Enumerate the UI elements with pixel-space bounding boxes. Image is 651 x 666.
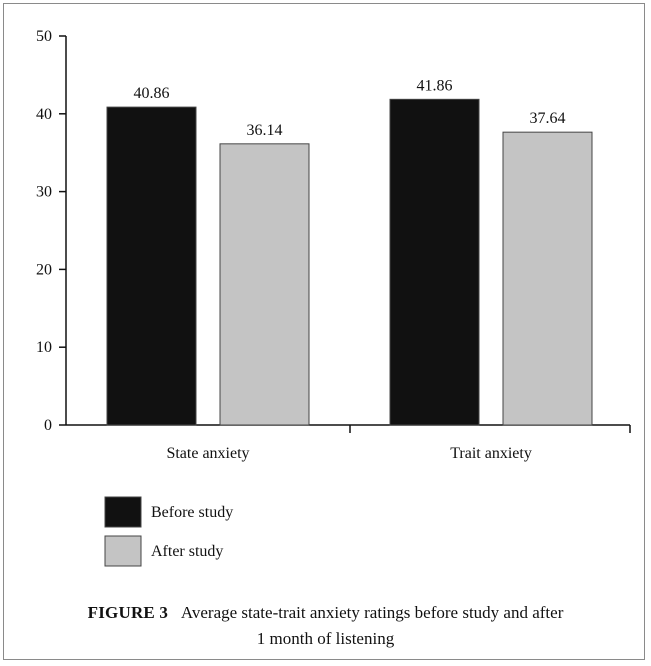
figure-frame: [3, 3, 645, 660]
figure-label: FIGURE 3: [87, 603, 169, 622]
legend-label: After study: [151, 543, 223, 560]
bar-value-label: 37.64: [530, 110, 566, 127]
y-tick-label: 30: [36, 184, 52, 201]
y-tick-label: 0: [44, 417, 52, 434]
bar: [106, 106, 197, 426]
x-category-label: Trait anxiety: [450, 445, 532, 462]
bar-value-label: 41.86: [417, 77, 453, 94]
y-tick-label: 20: [36, 261, 52, 278]
bar: [502, 131, 593, 426]
figure-caption: FIGURE 3 Average state-trait anxiety rat…: [0, 600, 651, 652]
bar: [389, 98, 480, 426]
bar-value-label: 40.86: [134, 85, 170, 102]
y-tick-label: 10: [36, 339, 52, 356]
x-category-label: State anxiety: [166, 445, 249, 462]
y-tick-label: 50: [36, 28, 52, 45]
legend-swatch: [104, 496, 142, 528]
y-tick-label: 40: [36, 106, 52, 123]
bar-value-label: 36.14: [247, 122, 283, 139]
caption-text-line1: Average state-trait anxiety ratings befo…: [180, 603, 564, 622]
bar: [219, 143, 310, 426]
caption-text-line2: 1 month of listening: [256, 629, 395, 648]
bar-chart: 0 10 20 30 40 50 40.86 41.86 36.14 37.64 State anx…: [36, 28, 631, 567]
legend-label: Before study: [151, 504, 233, 521]
legend-swatch: [104, 535, 142, 567]
